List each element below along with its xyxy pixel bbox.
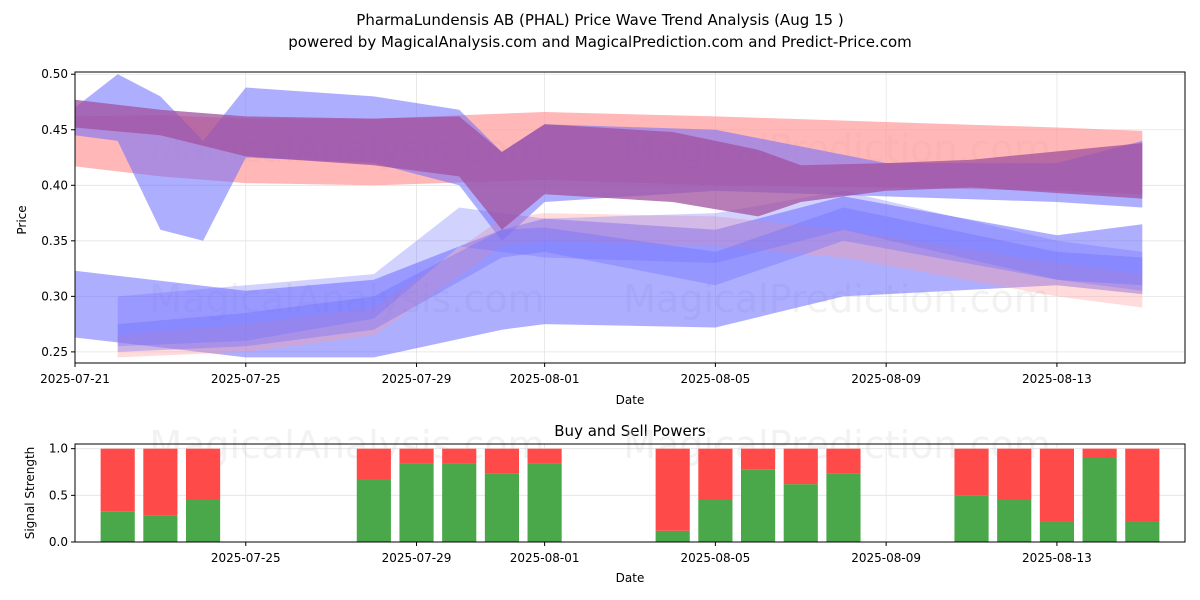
buy-power-bar	[356, 479, 391, 542]
buy-power-bar	[655, 530, 690, 542]
price-panel: MagicalAnalysis.com MagicalPrediction.co…	[15, 67, 1186, 407]
signal-y-ticks: 0.0 0.5 1.0	[49, 442, 75, 549]
price-band-blue	[117, 207, 1143, 352]
signal-y-tick-label: 0.0	[49, 535, 68, 549]
buy-power-bar	[1125, 521, 1160, 542]
price-x-tick-label: 2025-07-21	[40, 372, 110, 386]
price-band-red	[117, 213, 1143, 358]
buy-power-bar	[527, 463, 562, 542]
price-x-tick-label: 2025-08-13	[1022, 372, 1092, 386]
sell-power-bar	[356, 448, 391, 480]
price-x-tick-label: 2025-07-29	[382, 372, 452, 386]
sell-power-bar	[783, 448, 818, 485]
buy-power-bar	[442, 463, 477, 542]
signal-panel-title: Buy and Sell Powers	[554, 422, 706, 440]
sell-power-bar	[442, 448, 477, 464]
sell-power-bar	[399, 448, 434, 464]
sell-power-bar	[954, 448, 989, 496]
buy-power-bar	[783, 484, 818, 542]
buy-power-bar	[143, 515, 178, 542]
signal-x-axis-label: Date	[616, 571, 645, 585]
signal-x-tick-label: 2025-07-25	[211, 551, 281, 565]
sell-power-bar	[655, 448, 690, 531]
buy-power-bar	[399, 463, 434, 542]
price-y-tick-label: 0.35	[41, 234, 68, 248]
sell-power-bar	[741, 448, 776, 470]
sell-power-bar	[143, 448, 178, 516]
sell-power-bar	[997, 448, 1032, 500]
price-x-ticks: 2025-07-21 2025-07-25 2025-07-29 2025-08-01…	[40, 363, 1092, 386]
chart-title: PharmaLundensis AB (PHAL) Price Wave Tre…	[356, 11, 843, 29]
sell-power-bar	[1039, 448, 1074, 522]
signal-x-tick-label: 2025-07-29	[382, 551, 452, 565]
price-x-tick-label: 2025-08-01	[510, 372, 580, 386]
signal-x-tick-label: 2025-08-01	[510, 551, 580, 565]
signal-panel: Buy and Sell Powers MagicalAnalysis.com …	[23, 422, 1186, 585]
sell-power-bar	[484, 448, 519, 474]
buy-power-bar	[997, 500, 1032, 542]
signal-panel-frame	[74, 443, 1186, 543]
sell-power-bar	[1082, 448, 1117, 458]
price-y-tick-label: 0.40	[41, 178, 68, 192]
sell-power-bar	[100, 448, 135, 512]
signal-x-tick-label: 2025-08-09	[851, 551, 921, 565]
price-band-blue	[117, 190, 1143, 347]
buy-power-bar	[1039, 521, 1074, 542]
sell-power-bar	[527, 448, 562, 464]
buy-power-bar	[698, 500, 733, 542]
buy-power-bar	[826, 473, 861, 542]
price-y-tick-label: 0.50	[41, 67, 68, 81]
signal-x-tick-label: 2025-08-05	[681, 551, 751, 565]
signal-y-tick-label: 1.0	[49, 442, 68, 456]
signal-bars	[100, 448, 1160, 542]
buy-power-bar	[100, 511, 135, 542]
signal-x-tick-label: 2025-08-13	[1022, 551, 1092, 565]
buy-power-bar	[954, 495, 989, 542]
price-band-blue	[75, 196, 1143, 358]
sell-power-bar	[1125, 448, 1160, 522]
buy-power-bar	[484, 473, 519, 542]
price-band-purple	[75, 99, 1143, 230]
price-y-tick-label: 0.45	[41, 123, 68, 137]
sell-power-bar	[698, 448, 733, 500]
signal-x-ticks: 2025-07-25 2025-07-29 2025-08-01 2025-08-05…	[211, 542, 1092, 565]
sell-power-bar	[826, 448, 861, 474]
price-y-ticks: 0.25 0.30 0.35 0.40 0.45 0.50	[41, 67, 75, 359]
price-panel-frame	[74, 71, 1186, 364]
buy-power-bar	[741, 469, 776, 542]
price-y-tick-label: 0.30	[41, 289, 68, 303]
chart-subtitle: powered by MagicalAnalysis.com and Magic…	[288, 33, 912, 51]
price-x-tick-label: 2025-07-25	[211, 372, 281, 386]
price-x-axis-label: Date	[616, 393, 645, 407]
buy-power-bar	[186, 500, 221, 542]
buy-power-bar	[1082, 458, 1117, 542]
signal-y-tick-label: 0.5	[49, 488, 68, 502]
price-y-tick-label: 0.25	[41, 345, 68, 359]
price-x-tick-label: 2025-08-05	[681, 372, 751, 386]
price-y-axis-label: Price	[15, 205, 29, 234]
signal-y-axis-label: Signal Strength	[23, 447, 37, 540]
price-bands	[75, 74, 1143, 358]
sell-power-bar	[186, 448, 221, 500]
price-x-tick-label: 2025-08-09	[851, 372, 921, 386]
